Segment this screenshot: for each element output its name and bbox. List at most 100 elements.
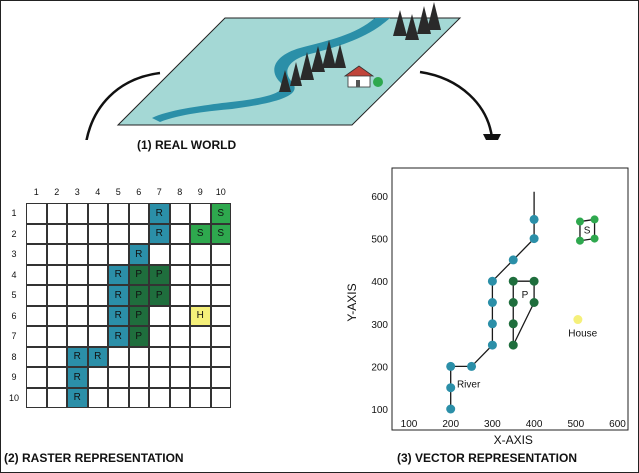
river-vertex xyxy=(446,361,456,371)
x-tick-label: 500 xyxy=(567,419,584,430)
park-vertex xyxy=(508,298,518,307)
raster-cell-code: R xyxy=(73,351,81,363)
park-vertex xyxy=(529,298,539,307)
raster-row-label: 6 xyxy=(11,310,17,321)
raster-column-label: 1 xyxy=(33,187,39,197)
raster-cell xyxy=(210,326,231,347)
raster-cell xyxy=(108,244,129,265)
raster-cell-code: R xyxy=(155,207,163,219)
raster-cell xyxy=(67,264,88,285)
raster-cell xyxy=(87,305,108,326)
raster-cell xyxy=(169,326,190,347)
raster-cell-code: R xyxy=(73,392,81,404)
raster-cell-code: R xyxy=(73,371,81,383)
arrow-to-vector xyxy=(419,70,494,139)
raster-cell xyxy=(46,203,67,224)
raster-cell-r: R xyxy=(108,305,129,326)
school-vertex xyxy=(575,236,584,245)
raster-cell xyxy=(67,326,88,347)
raster-cell xyxy=(190,203,211,224)
raster-cell xyxy=(149,305,170,326)
raster-row-label: 3 xyxy=(11,249,17,259)
raster-cell xyxy=(46,244,67,265)
raster-cell xyxy=(169,305,190,326)
raster-cell xyxy=(128,387,149,408)
raster-cell-s: S xyxy=(190,223,211,244)
raster-cell xyxy=(190,387,211,408)
raster-cell xyxy=(190,285,211,306)
raster-cell xyxy=(190,264,211,285)
river-vertex xyxy=(487,340,497,350)
raster-cell-p: P xyxy=(128,326,149,347)
tree-icon xyxy=(300,52,314,80)
raster-column-label: 4 xyxy=(95,187,101,197)
raster-cell xyxy=(210,367,231,388)
house-icon xyxy=(343,65,383,88)
raster-cell-code: H xyxy=(196,310,204,322)
raster-column-label: 7 xyxy=(156,187,162,197)
park-vertex xyxy=(508,340,518,350)
plot-frame xyxy=(391,167,629,431)
raster-cell-p: P xyxy=(149,285,170,306)
raster-cell xyxy=(46,305,67,326)
raster-cell xyxy=(46,285,67,306)
tree-group xyxy=(279,2,441,92)
raster-cell xyxy=(26,203,47,224)
raster-cell-code: P xyxy=(155,269,163,281)
raster-cell-s: S xyxy=(210,223,231,244)
raster-cell-r: R xyxy=(67,387,88,408)
real-world-caption: (1) REAL WORLD xyxy=(137,138,237,152)
raster-cell-p: P xyxy=(149,264,170,285)
raster-cell-r: R xyxy=(149,203,170,224)
raster-cell xyxy=(149,387,170,408)
raster-column-label: 6 xyxy=(136,187,142,197)
raster-column-label: 3 xyxy=(74,187,80,197)
raster-cell xyxy=(26,346,47,367)
school-vertex xyxy=(590,215,599,224)
raster-cell-code: R xyxy=(94,351,102,363)
raster-cell xyxy=(128,223,149,244)
y-tick-label: 200 xyxy=(371,362,388,373)
river-vertex xyxy=(529,214,539,224)
raster-cell xyxy=(108,367,129,388)
raster-caption: (2) RASTER REPRESENTATION xyxy=(4,451,184,465)
x-tick-label: 300 xyxy=(484,419,501,430)
raster-cell xyxy=(46,264,67,285)
y-tick-label: 400 xyxy=(371,277,388,288)
raster-cell-r: R xyxy=(108,326,129,347)
raster-column-label: 9 xyxy=(197,187,203,197)
raster-column-label: 8 xyxy=(177,187,183,197)
raster-row-label: 5 xyxy=(11,290,17,300)
arrow-to-vector-head xyxy=(483,134,501,140)
park-vertex xyxy=(508,319,518,329)
school-vertex xyxy=(590,234,599,243)
raster-cell xyxy=(26,264,47,285)
raster-cell xyxy=(149,346,170,367)
raster-cell-code: P xyxy=(135,310,143,322)
raster-cell xyxy=(108,387,129,408)
river-vertex xyxy=(529,234,539,244)
park-vertex xyxy=(508,276,518,286)
y-tick-label: 500 xyxy=(371,235,388,246)
raster-cell xyxy=(169,203,190,224)
raster-cell-code: R xyxy=(135,248,143,260)
river-vertex xyxy=(467,361,477,371)
tree-icon xyxy=(405,14,419,40)
x-axis-label: X-AXIS xyxy=(494,433,533,447)
river-vertex xyxy=(446,404,456,414)
y-tick-label: 300 xyxy=(371,320,388,331)
raster-cell-code: R xyxy=(155,228,163,240)
raster-cell-r: R xyxy=(128,244,149,265)
raster-row-label: 10 xyxy=(8,392,19,403)
raster-cell-r: R xyxy=(108,264,129,285)
raster-cell xyxy=(128,367,149,388)
raster-cell xyxy=(87,203,108,224)
raster-cell-p: P xyxy=(128,305,149,326)
raster-cell xyxy=(149,367,170,388)
raster-cell-code: R xyxy=(114,330,122,342)
x-tick-label: 600 xyxy=(609,419,626,430)
raster-cell xyxy=(108,203,129,224)
arrow-to-raster xyxy=(85,71,161,140)
tree-icon xyxy=(427,2,441,30)
